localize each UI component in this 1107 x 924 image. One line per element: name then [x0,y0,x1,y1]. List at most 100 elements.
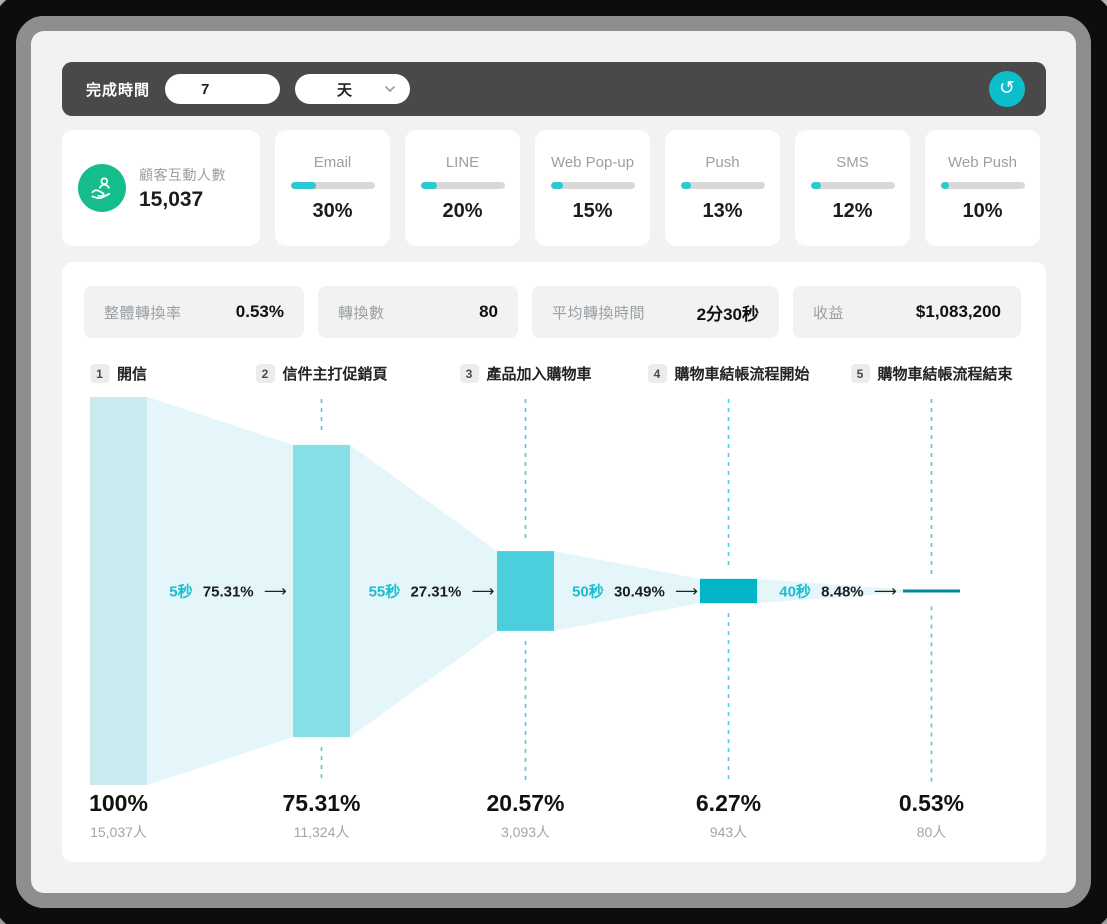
channel-label: Email [313,154,352,171]
toolbar: 完成時間 天 ↺ [62,62,1046,116]
unit-select[interactable]: 天 [295,74,411,104]
stage-percent: 100% [89,790,148,816]
stage-percent: 0.53% [898,790,965,816]
channel-card[interactable]: Web Push 10% [925,130,1040,246]
channel-progress-fill [940,182,949,189]
channel-card[interactable]: LINE 20% [405,130,520,246]
channel-label: Web Pop-up [550,154,635,171]
stage-label: 信件主打促銷頁 [282,366,388,383]
stat-pill: 整體轉換率 0.53% [84,286,304,338]
funnel-transition-label: 55秒 27.31% ⟶ [369,581,495,602]
transition-rate: 8.48% [821,583,864,601]
channel-percent-value: 15% [572,200,613,222]
channel-percent-value: 13% [702,200,743,222]
channel-label: LINE [445,154,480,171]
funnel-bar-stage-2[interactable] [293,444,350,738]
right-arrow-icon: ⟶ [263,583,287,601]
chevron-down-icon [384,85,396,93]
channel-progress-track [940,182,1025,189]
stat-value: 0.53% [235,302,284,321]
channel-label: Push [705,154,740,171]
funnel-connector [554,551,700,631]
channel-percent-value: 30% [312,200,353,222]
refresh-button[interactable]: ↺ [989,71,1025,107]
channel-progress-fill [420,182,438,189]
stage-people-count: 943人 [709,824,748,840]
funnel-connector [350,444,497,738]
stat-value: $1,083,200 [915,302,1001,321]
stage-people-count: 80人 [916,824,947,840]
channel-card[interactable]: Push 13% [665,130,780,246]
channel-progress-fill [680,182,692,189]
duration-input[interactable] [165,74,281,104]
channel-card[interactable]: SMS 12% [795,130,910,246]
unit-select-value: 天 [337,81,353,99]
stage-label: 產品加入購物車 [486,366,592,383]
right-arrow-icon: ⟶ [471,583,495,601]
funnel-bar-stage-5[interactable] [903,589,960,593]
transition-rate: 27.31% [410,583,462,601]
transition-time: 55秒 [368,583,401,601]
stage-label: 購物車結帳流程結束 [877,366,1013,383]
funnel-stage-result: 20.57% 3,093人 [486,790,564,842]
completion-time-label: 完成時間 [86,81,151,99]
channel-percent-value: 20% [442,200,483,222]
channel-card[interactable]: Email 30% [275,130,390,246]
interaction-count-card: 顧客互動人數 15,037 [62,130,260,246]
stage-percent: 75.31% [282,790,361,816]
channel-percent-value: 10% [962,200,1003,222]
funnel-stage-header: 5 購物車結帳流程結束 [850,363,1013,384]
transition-rate: 75.31% [202,583,254,601]
stage-number-badge: 5 [850,364,870,383]
funnel-bar-stage-3[interactable] [497,551,554,631]
stat-label: 轉換數 [338,304,385,322]
stat-value: 80 [479,302,498,321]
transition-time: 50秒 [572,583,604,601]
funnel-bar-stage-1[interactable] [90,397,147,785]
stage-people-count: 3,093人 [500,824,551,840]
channel-label: Web Push [948,154,1017,171]
stage-label: 開信 [116,366,148,383]
funnel-chart [62,397,1045,785]
channel-progress-fill [290,182,316,189]
stat-value: 2分30秒 [696,304,759,324]
stat-pill: 轉換數 80 [318,286,518,338]
channel-progress-fill [550,182,564,189]
funnel-stage-result: 6.27% 943人 [696,790,761,842]
interaction-texts: 顧客互動人數 15,037 [139,165,226,212]
funnel-transition-label: 5秒 75.31% ⟶ [169,581,287,602]
transition-time: 5秒 [169,583,193,601]
customer-hand-icon [78,164,126,212]
funnel-stage-result: 100% 15,037人 [89,790,148,842]
funnel-panel: 整體轉換率 0.53% 轉換數 80 平均轉換時間 2分30秒 收益 $1,08… [62,262,1046,862]
channel-progress-track [810,182,895,189]
channel-progress-track [420,182,505,189]
funnel-stage-header: 4 購物車結帳流程開始 [647,363,810,384]
channel-percent-value: 12% [832,200,873,222]
channel-progress-track [290,182,375,189]
stage-number-badge: 3 [459,364,479,383]
stat-label: 整體轉換率 [104,304,182,322]
stage-percent: 20.57% [486,790,565,816]
stage-people-count: 15,037人 [90,824,147,840]
stage-number-badge: 1 [89,364,109,383]
right-arrow-icon: ⟶ [873,583,897,601]
channel-cards-row: 顧客互動人數 15,037 Email 30% LINE 20% Web Pop… [62,130,1046,246]
stat-pill: 收益 $1,083,200 [793,286,1021,338]
channel-progress-track [550,182,635,189]
funnel-transition-label: 50秒 30.49% ⟶ [572,581,698,602]
channel-label: SMS [836,154,869,171]
funnel-stage-header: 3 產品加入購物車 [459,363,592,384]
stage-number-badge: 2 [255,364,275,383]
funnel-transition-label: 40秒 8.48% ⟶ [779,581,897,602]
funnel-connector [757,578,903,604]
stage-label: 購物車結帳流程開始 [674,366,810,383]
stat-label: 平均轉換時間 [552,304,646,322]
funnel-bar-stage-4[interactable] [700,578,757,604]
right-arrow-icon: ⟶ [674,583,698,601]
channel-progress-track [680,182,765,189]
funnel-stage-header: 1 開信 [89,363,148,384]
channel-card[interactable]: Web Pop-up 15% [535,130,650,246]
transition-time: 40秒 [779,583,811,601]
